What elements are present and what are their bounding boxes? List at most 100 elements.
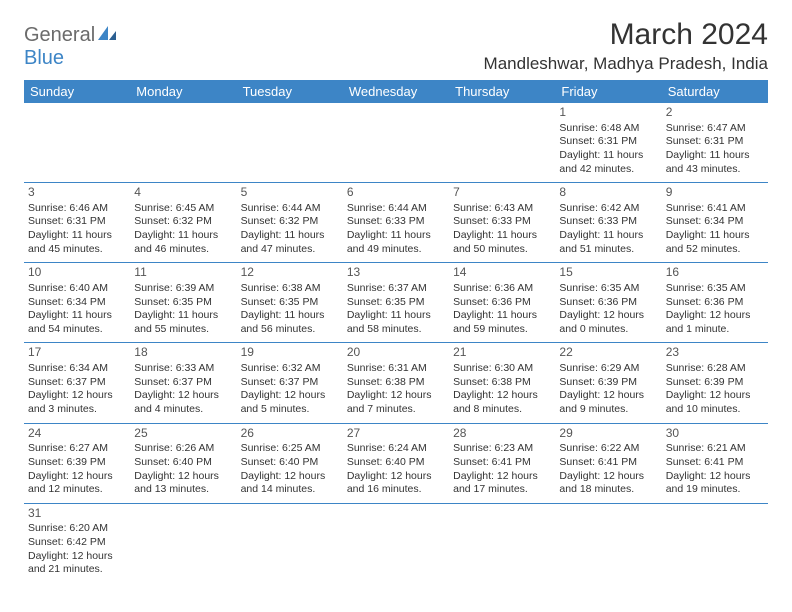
day-number: 24 bbox=[28, 426, 126, 442]
calendar-cell-empty bbox=[449, 103, 555, 183]
day-header-row: SundayMondayTuesdayWednesdayThursdayFrid… bbox=[24, 80, 768, 103]
calendar-cell: 6Sunrise: 6:44 AMSunset: 6:33 PMDaylight… bbox=[343, 183, 449, 263]
day-number: 7 bbox=[453, 185, 551, 201]
daylight-text: Daylight: 12 hours and 4 minutes. bbox=[134, 389, 232, 416]
day-number: 29 bbox=[559, 426, 657, 442]
day-number: 1 bbox=[559, 105, 657, 121]
sunset-text: Sunset: 6:37 PM bbox=[28, 376, 126, 390]
sunset-text: Sunset: 6:39 PM bbox=[28, 456, 126, 470]
day-number: 2 bbox=[666, 105, 764, 121]
logo-text-general: General bbox=[24, 24, 95, 46]
sunrise-text: Sunrise: 6:43 AM bbox=[453, 202, 551, 216]
calendar-cell: 23Sunrise: 6:28 AMSunset: 6:39 PMDayligh… bbox=[662, 343, 768, 423]
sunrise-text: Sunrise: 6:41 AM bbox=[666, 202, 764, 216]
day-header: Saturday bbox=[662, 80, 768, 103]
day-number: 3 bbox=[28, 185, 126, 201]
sunrise-text: Sunrise: 6:25 AM bbox=[241, 442, 339, 456]
calendar-cell: 25Sunrise: 6:26 AMSunset: 6:40 PMDayligh… bbox=[130, 423, 236, 503]
calendar-cell: 27Sunrise: 6:24 AMSunset: 6:40 PMDayligh… bbox=[343, 423, 449, 503]
day-number: 28 bbox=[453, 426, 551, 442]
sunrise-text: Sunrise: 6:24 AM bbox=[347, 442, 445, 456]
day-number: 26 bbox=[241, 426, 339, 442]
daylight-text: Daylight: 11 hours and 49 minutes. bbox=[347, 229, 445, 256]
daylight-text: Daylight: 11 hours and 59 minutes. bbox=[453, 309, 551, 336]
sunrise-text: Sunrise: 6:44 AM bbox=[241, 202, 339, 216]
sunset-text: Sunset: 6:39 PM bbox=[666, 376, 764, 390]
calendar-cell-empty bbox=[449, 503, 555, 583]
sunrise-text: Sunrise: 6:38 AM bbox=[241, 282, 339, 296]
daylight-text: Daylight: 12 hours and 10 minutes. bbox=[666, 389, 764, 416]
day-header: Tuesday bbox=[237, 80, 343, 103]
calendar-body: 1Sunrise: 6:48 AMSunset: 6:31 PMDaylight… bbox=[24, 103, 768, 583]
sunset-text: Sunset: 6:35 PM bbox=[241, 296, 339, 310]
calendar-cell: 19Sunrise: 6:32 AMSunset: 6:37 PMDayligh… bbox=[237, 343, 343, 423]
day-number: 19 bbox=[241, 345, 339, 361]
daylight-text: Daylight: 11 hours and 54 minutes. bbox=[28, 309, 126, 336]
day-number: 23 bbox=[666, 345, 764, 361]
daylight-text: Daylight: 12 hours and 14 minutes. bbox=[241, 470, 339, 497]
day-header: Friday bbox=[555, 80, 661, 103]
day-number: 18 bbox=[134, 345, 232, 361]
daylight-text: Daylight: 12 hours and 16 minutes. bbox=[347, 470, 445, 497]
daylight-text: Daylight: 12 hours and 1 minute. bbox=[666, 309, 764, 336]
daylight-text: Daylight: 12 hours and 3 minutes. bbox=[28, 389, 126, 416]
calendar-cell: 12Sunrise: 6:38 AMSunset: 6:35 PMDayligh… bbox=[237, 263, 343, 343]
calendar-cell-empty bbox=[130, 503, 236, 583]
daylight-text: Daylight: 12 hours and 13 minutes. bbox=[134, 470, 232, 497]
calendar-cell: 11Sunrise: 6:39 AMSunset: 6:35 PMDayligh… bbox=[130, 263, 236, 343]
sunset-text: Sunset: 6:31 PM bbox=[559, 135, 657, 149]
sunset-text: Sunset: 6:35 PM bbox=[347, 296, 445, 310]
sunset-text: Sunset: 6:37 PM bbox=[241, 376, 339, 390]
day-number: 20 bbox=[347, 345, 445, 361]
sunset-text: Sunset: 6:41 PM bbox=[559, 456, 657, 470]
calendar-cell: 14Sunrise: 6:36 AMSunset: 6:36 PMDayligh… bbox=[449, 263, 555, 343]
daylight-text: Daylight: 11 hours and 58 minutes. bbox=[347, 309, 445, 336]
calendar-cell: 16Sunrise: 6:35 AMSunset: 6:36 PMDayligh… bbox=[662, 263, 768, 343]
day-number: 5 bbox=[241, 185, 339, 201]
sunrise-text: Sunrise: 6:20 AM bbox=[28, 522, 126, 536]
calendar-cell: 5Sunrise: 6:44 AMSunset: 6:32 PMDaylight… bbox=[237, 183, 343, 263]
sunset-text: Sunset: 6:42 PM bbox=[28, 536, 126, 550]
sunset-text: Sunset: 6:36 PM bbox=[453, 296, 551, 310]
day-number: 13 bbox=[347, 265, 445, 281]
sunset-text: Sunset: 6:41 PM bbox=[666, 456, 764, 470]
sunrise-text: Sunrise: 6:29 AM bbox=[559, 362, 657, 376]
calendar-cell-empty bbox=[343, 103, 449, 183]
page-title: March 2024 bbox=[484, 18, 768, 52]
header: GeneralBlue March 2024 Mandleshwar, Madh… bbox=[24, 18, 768, 74]
calendar-row: 24Sunrise: 6:27 AMSunset: 6:39 PMDayligh… bbox=[24, 423, 768, 503]
calendar-row: 31Sunrise: 6:20 AMSunset: 6:42 PMDayligh… bbox=[24, 503, 768, 583]
sunset-text: Sunset: 6:41 PM bbox=[453, 456, 551, 470]
calendar-cell: 8Sunrise: 6:42 AMSunset: 6:33 PMDaylight… bbox=[555, 183, 661, 263]
day-number: 30 bbox=[666, 426, 764, 442]
daylight-text: Daylight: 11 hours and 52 minutes. bbox=[666, 229, 764, 256]
day-number: 15 bbox=[559, 265, 657, 281]
day-number: 14 bbox=[453, 265, 551, 281]
calendar-cell: 17Sunrise: 6:34 AMSunset: 6:37 PMDayligh… bbox=[24, 343, 130, 423]
sunset-text: Sunset: 6:33 PM bbox=[453, 215, 551, 229]
daylight-text: Daylight: 12 hours and 19 minutes. bbox=[666, 470, 764, 497]
calendar-cell-empty bbox=[237, 103, 343, 183]
calendar-cell-empty bbox=[662, 503, 768, 583]
sunrise-text: Sunrise: 6:35 AM bbox=[666, 282, 764, 296]
calendar-row: 17Sunrise: 6:34 AMSunset: 6:37 PMDayligh… bbox=[24, 343, 768, 423]
sunset-text: Sunset: 6:40 PM bbox=[347, 456, 445, 470]
calendar-cell: 1Sunrise: 6:48 AMSunset: 6:31 PMDaylight… bbox=[555, 103, 661, 183]
calendar-row: 10Sunrise: 6:40 AMSunset: 6:34 PMDayligh… bbox=[24, 263, 768, 343]
sunset-text: Sunset: 6:34 PM bbox=[666, 215, 764, 229]
sunrise-text: Sunrise: 6:45 AM bbox=[134, 202, 232, 216]
day-header: Wednesday bbox=[343, 80, 449, 103]
daylight-text: Daylight: 11 hours and 56 minutes. bbox=[241, 309, 339, 336]
day-header: Sunday bbox=[24, 80, 130, 103]
calendar-cell: 2Sunrise: 6:47 AMSunset: 6:31 PMDaylight… bbox=[662, 103, 768, 183]
sunrise-text: Sunrise: 6:36 AM bbox=[453, 282, 551, 296]
calendar-cell: 9Sunrise: 6:41 AMSunset: 6:34 PMDaylight… bbox=[662, 183, 768, 263]
calendar-cell-empty bbox=[130, 103, 236, 183]
daylight-text: Daylight: 12 hours and 8 minutes. bbox=[453, 389, 551, 416]
daylight-text: Daylight: 11 hours and 46 minutes. bbox=[134, 229, 232, 256]
sunrise-text: Sunrise: 6:34 AM bbox=[28, 362, 126, 376]
sunrise-text: Sunrise: 6:31 AM bbox=[347, 362, 445, 376]
daylight-text: Daylight: 12 hours and 21 minutes. bbox=[28, 550, 126, 577]
sunrise-text: Sunrise: 6:39 AM bbox=[134, 282, 232, 296]
calendar-cell: 3Sunrise: 6:46 AMSunset: 6:31 PMDaylight… bbox=[24, 183, 130, 263]
